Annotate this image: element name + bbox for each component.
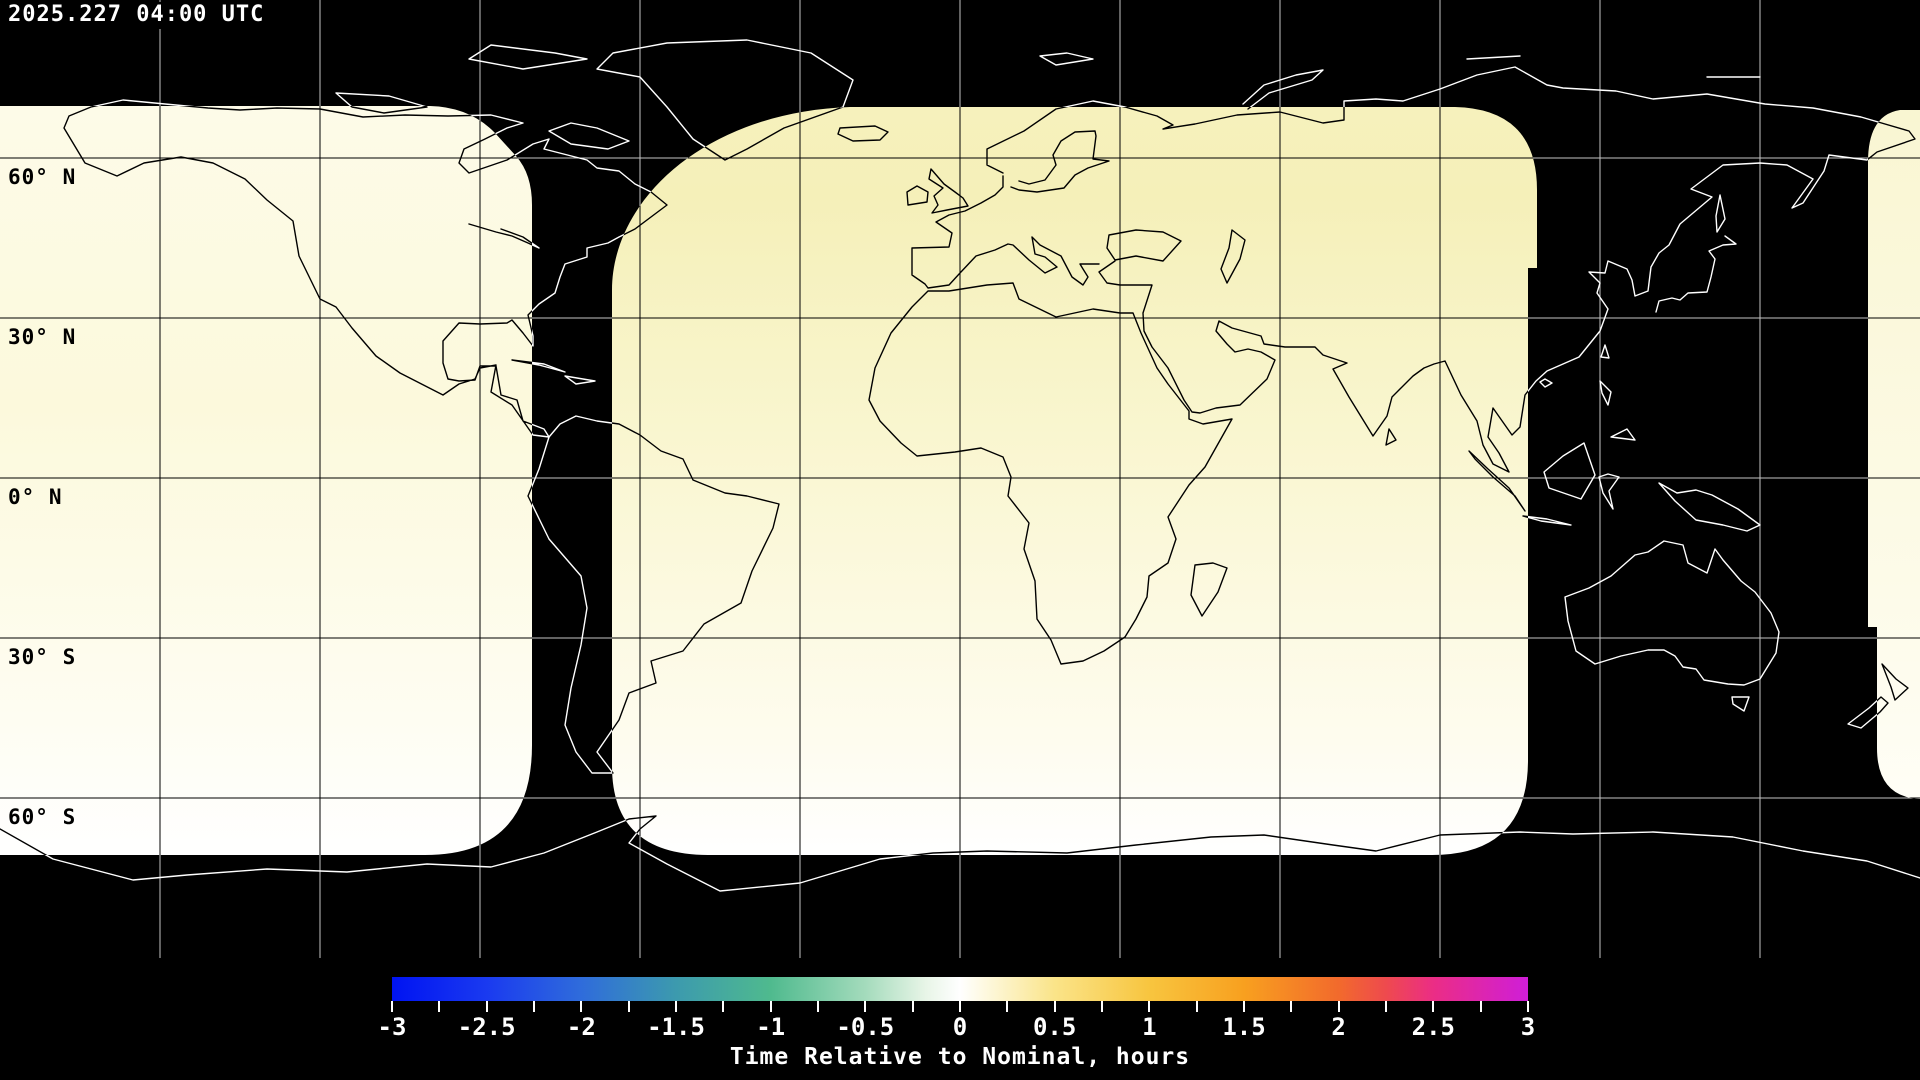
timestamp: 2025.227 04:00 UTC (6, 2, 273, 29)
colorbar-tick (533, 1001, 535, 1012)
colorbar-tick (1432, 1001, 1435, 1012)
colorbar-tick-label: 1 (1142, 1013, 1157, 1041)
colorbar-region: -3 -2.5 -2 -1.5 -1 -0.5 0 0.5 1 1.5 2 2.5 3 Time Rel… (0, 958, 1920, 1080)
colorbar-tick (1290, 1001, 1293, 1012)
world-map (0, 0, 1920, 958)
colorbar-tick-label: 2 (1331, 1013, 1346, 1041)
colorbar-tick (1053, 1001, 1056, 1012)
colorbar-tick (817, 1001, 819, 1012)
colorbar-tick (627, 1001, 630, 1012)
colorbar-tick (1337, 1001, 1340, 1012)
colorbar-title: Time Relative to Nominal, hours (729, 1044, 1191, 1070)
colorbar-tick (485, 1001, 488, 1012)
colorbar-tick-label: 3 (1520, 1013, 1536, 1041)
colorbar-tick (722, 1001, 725, 1012)
colorbar-tick-label: 2.5 (1411, 1013, 1456, 1041)
colorbar-tick (391, 1001, 393, 1012)
colorbar-tick (911, 1001, 914, 1012)
colorbar-tick-label: -2 (566, 1013, 596, 1041)
colorbar-tick-label: -0.5 (836, 1013, 895, 1041)
colorbar-tick (1195, 1001, 1198, 1012)
colorbar-tick-label: -1.5 (647, 1013, 705, 1041)
colorbar-tick-label: 0.5 (1032, 1013, 1077, 1041)
colorbar-tick-label: -2.5 (457, 1013, 516, 1041)
latitude-label: 0° N (8, 485, 63, 509)
colorbar-tick-label: 1.5 (1222, 1013, 1266, 1041)
colorbar-tick (1101, 1001, 1103, 1012)
coverage-swath-center (612, 107, 1537, 855)
colorbar-tick (580, 1001, 583, 1012)
colorbar-tick (769, 1001, 772, 1012)
latitude-label: 60° S (8, 805, 77, 829)
colorbar-tick-label: -1 (756, 1013, 786, 1041)
colorbar-tick (959, 1001, 961, 1012)
latitude-label: 30° N (8, 325, 77, 349)
colorbar-tick-label: -3 (377, 1013, 407, 1041)
colorbar-tick (1527, 1001, 1529, 1012)
colorbar-gradient (392, 977, 1528, 1001)
colorbar-tick (1006, 1001, 1009, 1012)
colorbar-tick (1243, 1001, 1245, 1012)
latitude-label: 30° S (8, 645, 77, 669)
latitude-label: 60° N (8, 165, 77, 189)
colorbar-tick-label: 0 (952, 1013, 968, 1041)
colorbar-tick (675, 1001, 677, 1012)
colorbar-tick (1148, 1001, 1151, 1012)
colorbar-tick (1385, 1001, 1387, 1012)
colorbar-tick (438, 1001, 441, 1012)
colorbar-tick (1479, 1001, 1482, 1012)
coverage-swath-west (0, 106, 532, 855)
colorbar-tick (864, 1001, 867, 1012)
